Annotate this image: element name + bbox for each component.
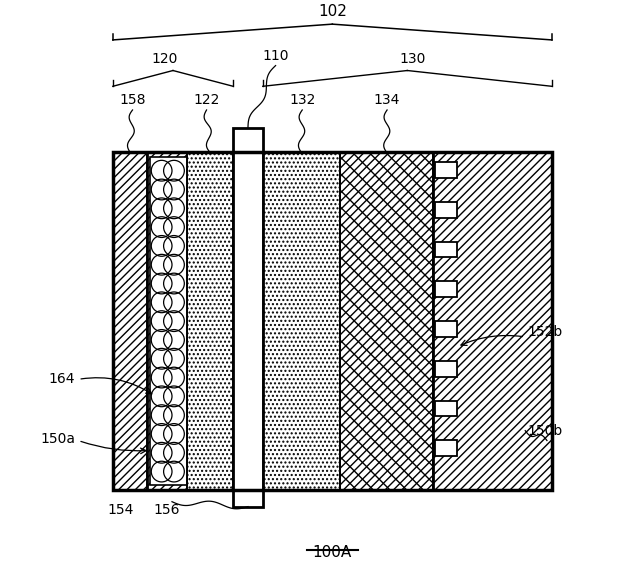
Bar (435, 401, 457, 416)
Text: 132: 132 (289, 93, 316, 107)
Text: 150b: 150b (527, 423, 563, 437)
Bar (435, 202, 457, 218)
Bar (433, 152, 552, 490)
Text: 102: 102 (318, 4, 347, 19)
Bar (435, 361, 457, 377)
Bar (263, 152, 340, 490)
Bar (233, 128, 263, 507)
Text: 150a: 150a (40, 432, 76, 446)
Bar (113, 152, 147, 490)
Text: 122: 122 (193, 93, 220, 107)
Bar (113, 152, 552, 490)
Text: 130: 130 (399, 51, 426, 65)
Text: 164: 164 (49, 373, 76, 387)
Bar (435, 321, 457, 337)
Text: 156: 156 (154, 503, 180, 517)
Text: 134: 134 (374, 93, 400, 107)
Bar (150, 157, 187, 485)
Bar (340, 152, 433, 490)
Bar (187, 152, 233, 490)
Text: 152b: 152b (527, 325, 563, 339)
Text: 100A: 100A (313, 545, 352, 560)
Bar (435, 281, 457, 297)
Text: 154: 154 (108, 503, 134, 517)
Bar (340, 152, 433, 490)
Text: 158: 158 (119, 93, 146, 107)
Text: 110: 110 (262, 48, 289, 62)
Bar (147, 152, 233, 490)
Bar (435, 162, 457, 178)
Bar (435, 440, 457, 456)
Bar (435, 242, 457, 258)
Text: 120: 120 (152, 51, 179, 65)
